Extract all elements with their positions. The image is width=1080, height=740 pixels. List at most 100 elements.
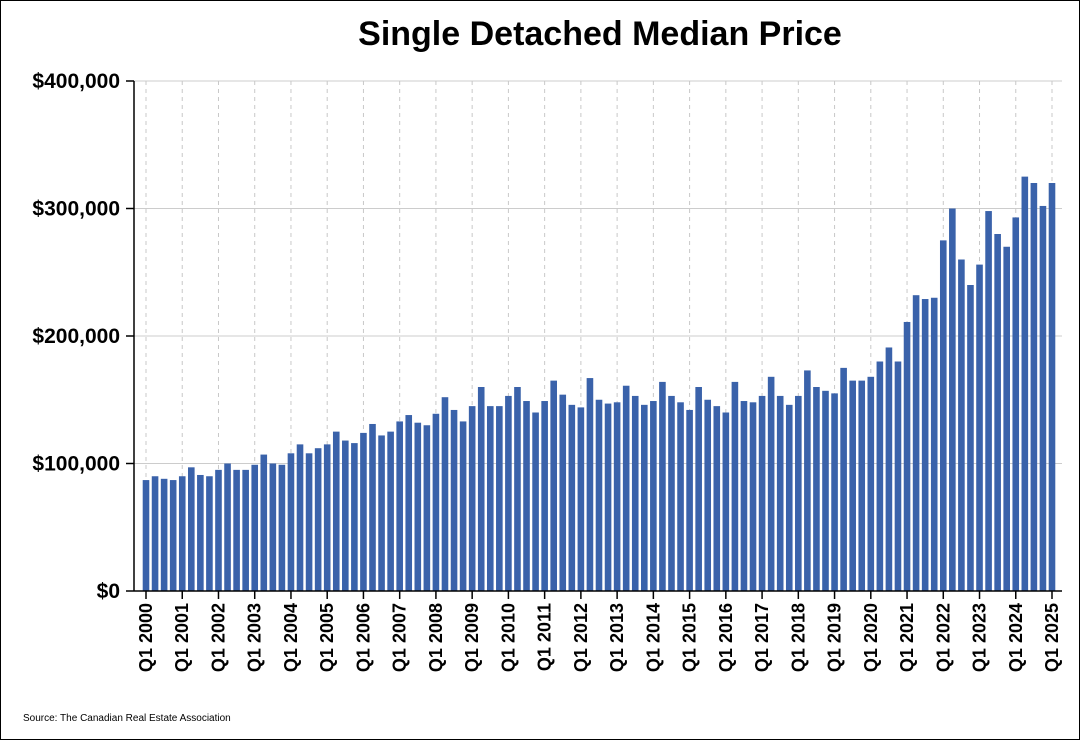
bar [867,376,875,591]
bar [577,407,585,591]
bar [278,464,286,591]
chart-title: Single Detached Median Price [358,15,842,53]
bar [840,367,847,591]
x-tick-label: Q1 2006 [353,603,373,672]
bar [595,399,603,591]
bar [749,402,757,591]
bar [795,395,802,591]
y-tick-label: $200,000 [32,325,120,348]
bar [849,380,856,591]
x-tick-label: Q1 2015 [680,603,700,672]
bar [314,448,322,591]
bar [305,453,313,591]
x-tick-label: Q1 2005 [317,603,337,672]
x-tick-label: Q1 2016 [716,603,736,672]
x-tick-label: Q1 2007 [390,603,410,672]
bar [351,443,358,591]
bar [215,469,222,591]
bar [559,394,567,591]
x-tick-label: Q1 2020 [861,603,881,672]
bar [477,387,485,591]
bar [921,299,929,591]
bar [613,402,621,591]
bar [206,476,213,591]
bar [758,395,766,591]
bar [224,463,231,591]
bar [722,412,730,591]
bar [985,211,992,592]
bar [178,476,186,591]
bar [804,370,811,591]
bar [414,422,422,591]
x-tick-label: Q1 2004 [281,603,301,672]
x-tick-label: Q1 2018 [788,603,808,672]
bar [169,480,177,591]
bar [686,409,693,591]
bar [251,464,259,591]
bar [323,444,331,591]
x-tick-label: Q1 2002 [208,603,228,672]
bar [885,347,893,591]
bar [740,401,748,591]
x-tick-label: Q1 2024 [1006,603,1026,672]
bar [287,453,295,591]
bar [514,387,521,591]
bar [197,474,204,591]
bar [641,404,648,591]
bar [423,425,431,591]
x-tick-label: Q1 2012 [571,603,591,672]
bar [813,387,820,591]
bar [342,440,349,591]
bar [967,285,974,591]
bar [432,413,440,591]
bar [459,421,467,591]
bar [296,444,304,591]
bar [260,454,268,591]
bar [550,380,557,591]
bar [958,259,965,591]
bar [151,476,159,591]
bar [876,361,884,591]
x-tick-label: Q1 2011 [535,603,555,671]
y-tick-label: $100,000 [32,453,120,476]
bar [496,406,503,591]
bar [523,401,530,591]
source-note: Source: The Canadian Real Estate Associa… [23,713,231,724]
bar [858,380,866,591]
bar [532,412,539,591]
bar [541,401,548,591]
bar [142,480,150,591]
x-tick-label: Q1 2023 [970,603,990,672]
x-tick-label: Q1 2001 [172,603,192,672]
x-tick-label: Q1 2008 [426,603,446,672]
x-tick-label: Q1 2022 [933,603,953,672]
bar [405,415,413,591]
bar [1021,176,1029,591]
bar [242,469,249,591]
bar [378,435,385,591]
bar [622,385,630,591]
bar [767,376,775,591]
bar-series [142,176,1056,592]
x-axis-tick-labels: Q1 2000 Q1 2001 Q1 2002 Q1 2003 Q1 2004 Q1 20… [136,603,1062,672]
x-tick-label: Q1 2017 [752,603,772,672]
bar [387,431,394,591]
y-tick-label: $400,000 [32,70,120,93]
bar [468,406,476,591]
bar [604,403,612,591]
x-tick-label: Q1 2013 [607,603,627,672]
bar [912,295,920,591]
x-tick-label: Q1 2021 [897,603,917,672]
x-tick-label: Q1 2010 [498,603,518,672]
bar [822,390,829,591]
bar [668,395,675,591]
bar [160,478,168,591]
y-axis-tick-labels: $0 $100,000 $200,000 $300,000 $400,000 [32,70,120,603]
bar [903,321,911,591]
bar [486,406,494,591]
bar [188,467,195,591]
bar [894,361,902,591]
bar [704,399,712,591]
